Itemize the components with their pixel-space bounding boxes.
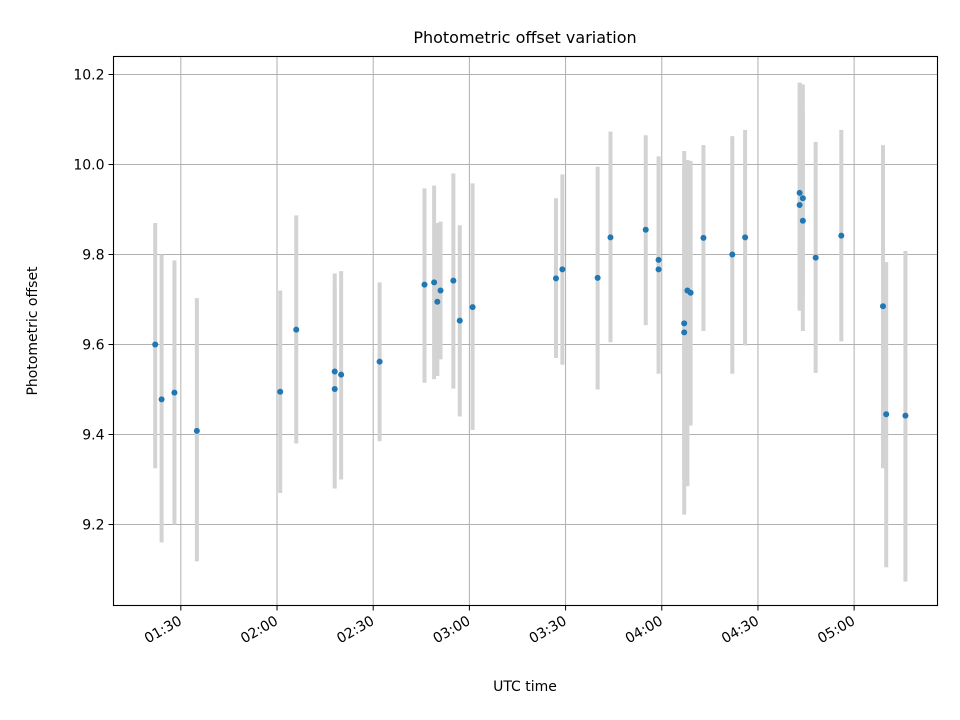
data-point [559,266,566,273]
data-point [799,217,806,224]
data-point [376,358,383,365]
x-axis-label: UTC time [493,679,557,695]
data-point [171,389,178,396]
y-tick-label: 10.0 [73,158,104,174]
data-point [700,234,707,241]
data-point [838,232,845,239]
data-point [655,256,662,263]
data-point [277,388,284,395]
plot-frame [112,55,939,607]
data-point [687,289,694,296]
data-point [437,287,444,294]
data-point [193,427,200,434]
data-point [552,275,559,282]
data-point [799,195,806,202]
data-point [796,189,803,196]
data-point [681,320,688,327]
data-point [879,303,886,310]
data-point [338,371,345,378]
data-point [450,277,457,284]
data-point [812,254,819,261]
data-point [655,266,662,273]
data-point [158,396,165,403]
data-point [681,329,688,336]
data-point [331,386,338,393]
y-axis-label: Photometric offset [25,266,41,396]
data-point [594,274,601,281]
data-point [293,326,300,333]
data-point [431,279,438,286]
data-point [434,298,441,305]
y-tick-label: 9.8 [82,248,104,264]
data-point [421,281,428,288]
data-point [469,304,476,311]
y-tick-label: 9.4 [82,428,104,444]
data-point [152,341,159,348]
y-tick-label: 9.2 [82,518,104,534]
data-point [642,226,649,233]
data-point [331,368,338,375]
y-tick-label: 9.6 [82,338,104,354]
data-point [729,251,736,258]
data-point [796,202,803,208]
data-points [152,189,909,434]
data-point [883,411,890,418]
data-point [607,234,614,241]
chart-title: Photometric offset variation [413,28,636,47]
y-tick-label: 10.2 [73,68,104,84]
data-point [456,317,463,324]
grid-lines [113,56,938,606]
data-point [742,234,749,241]
data-point [902,412,909,419]
